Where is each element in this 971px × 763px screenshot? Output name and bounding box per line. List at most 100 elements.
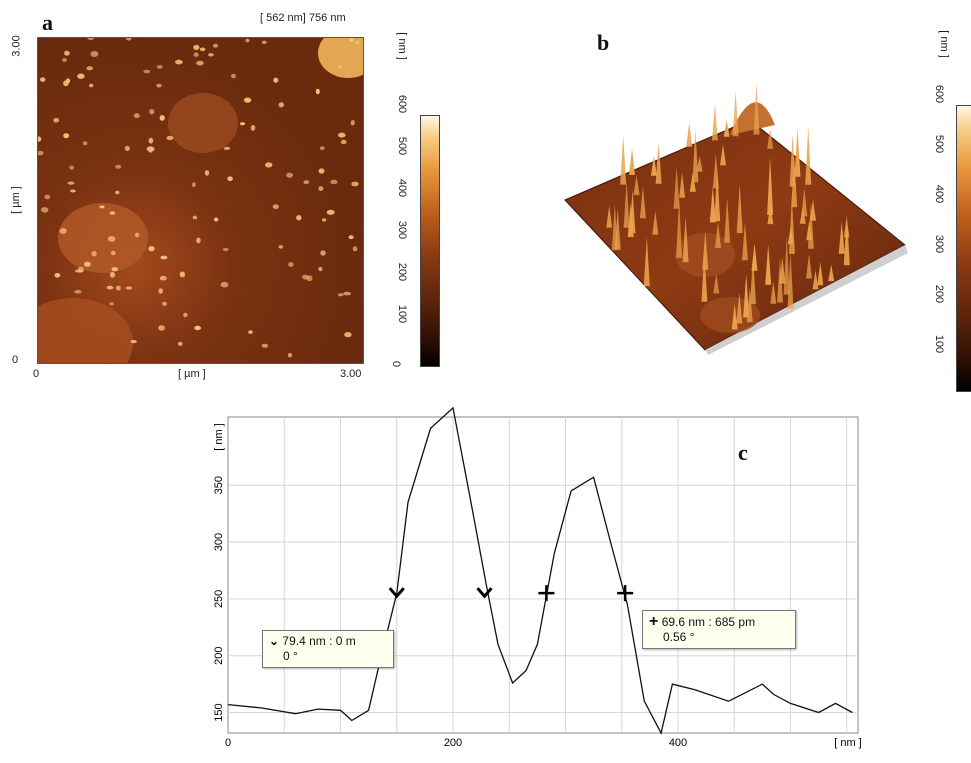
y-tick-label: 300 <box>213 533 225 551</box>
afm-particle <box>87 38 94 40</box>
afm-particle <box>212 43 219 48</box>
afm-height-image <box>37 37 364 364</box>
afm-particle <box>86 66 93 71</box>
afm-particle <box>244 97 252 103</box>
afm-3d-peak <box>765 244 772 285</box>
scale-b-tick-600: 600 <box>933 84 946 104</box>
afm-3d-peak <box>724 197 731 243</box>
afm-3d-peak <box>810 199 816 221</box>
afm-particle <box>344 332 352 338</box>
afm-3d-peak <box>715 221 721 248</box>
afm-particle <box>208 53 214 57</box>
afm-particle <box>337 65 343 69</box>
afm-particle <box>351 181 359 187</box>
afm-particle <box>250 124 256 131</box>
scale-b-tick-500: 500 <box>933 134 946 154</box>
afm-particle <box>223 146 231 150</box>
afm-3d-peak <box>620 135 627 185</box>
afm-particle <box>69 165 74 170</box>
afm-particle <box>82 141 88 146</box>
afm-particle <box>261 40 267 44</box>
afm-particle <box>107 236 116 242</box>
afm-particle <box>143 69 151 74</box>
afm-particle <box>148 246 155 252</box>
afm-particle <box>301 274 309 280</box>
afm-3d-peak <box>783 236 790 295</box>
afm-particle <box>278 102 284 108</box>
afm-particle <box>160 255 168 260</box>
plus-marker <box>538 585 555 602</box>
afm-3d-peak <box>652 210 659 235</box>
afm-particle <box>355 40 360 45</box>
afm-particle <box>220 281 229 288</box>
afm-particle <box>70 189 76 193</box>
afm-3d-peak <box>611 203 618 251</box>
chevron-marker-icon: ⌄ <box>269 634 280 648</box>
afm-particle <box>303 180 310 185</box>
afm-3d-peak <box>750 255 756 304</box>
afm-particle <box>192 215 198 220</box>
afm-particle <box>273 77 279 83</box>
afm-particle <box>288 262 294 267</box>
afm-particle <box>41 207 49 213</box>
afm-particle <box>124 145 130 151</box>
afm-particle <box>53 117 60 123</box>
afm-particle <box>77 266 85 273</box>
afm-3d-peak <box>736 292 743 324</box>
afm-particle <box>115 190 120 195</box>
afm-3d-peak <box>843 214 850 266</box>
afm-3d-peak <box>711 104 718 141</box>
scale-a-tick-100: 100 <box>396 304 409 324</box>
afm-particle <box>40 77 46 82</box>
afm-particle <box>213 217 219 222</box>
afm-3d-peak <box>767 156 774 215</box>
afm-particle <box>193 52 199 57</box>
afm-particle <box>340 139 347 145</box>
panel-b-color-scale <box>956 105 971 392</box>
afm-particle <box>179 271 186 278</box>
afm-3d-peak <box>767 128 774 149</box>
afm-particle <box>248 330 253 334</box>
y-axis-label: [ nm ] <box>213 423 225 451</box>
afm-particle <box>148 137 154 144</box>
afm-3d-peak <box>633 174 640 196</box>
panel-b-scale-label: [ nm ] <box>937 30 950 58</box>
afm-particle <box>84 261 91 267</box>
afm-particle <box>183 312 188 318</box>
scale-b-tick-400: 400 <box>933 184 946 204</box>
afm-3d-peak <box>692 129 699 183</box>
afm-3d-peak <box>629 148 635 175</box>
afm-particle <box>194 325 202 331</box>
panel-b-scale-ticks: 600 500 400 300 200 100 <box>930 80 950 380</box>
panel-a-scale-label: [ nm ] <box>395 32 408 60</box>
afm-particle <box>38 136 42 142</box>
afm-particle <box>158 288 163 294</box>
afm-particle <box>330 179 338 185</box>
afm-particle <box>74 289 82 294</box>
afm-particle <box>296 215 302 221</box>
x-tick-label: 200 <box>444 737 462 749</box>
afm-particle <box>156 83 162 88</box>
afm-3d-peak <box>639 186 646 219</box>
afm-3d-peak <box>723 120 730 137</box>
afm-particle <box>231 73 236 79</box>
afm-3d-peak <box>709 186 716 223</box>
afm-3d-peak <box>779 257 786 284</box>
afm-particle <box>204 170 210 176</box>
panel-a-x-axis-label: [ µm ] <box>178 368 206 380</box>
y-tick-label: 350 <box>213 476 225 494</box>
afm-3d-peak <box>742 222 748 261</box>
afm-particle <box>109 211 116 215</box>
afm-particle <box>318 266 323 272</box>
scale-a-tick-200: 200 <box>396 262 409 282</box>
afm-particle <box>90 51 99 57</box>
afm-particle <box>159 275 167 281</box>
afm-particle <box>227 176 233 181</box>
afm-particle <box>59 228 67 234</box>
afm-particle <box>44 194 51 200</box>
afm-particle <box>66 78 71 84</box>
chevron-marker <box>388 587 405 599</box>
afm-particle <box>64 50 70 56</box>
afm-particle <box>196 237 201 244</box>
afm-particle <box>222 247 229 252</box>
